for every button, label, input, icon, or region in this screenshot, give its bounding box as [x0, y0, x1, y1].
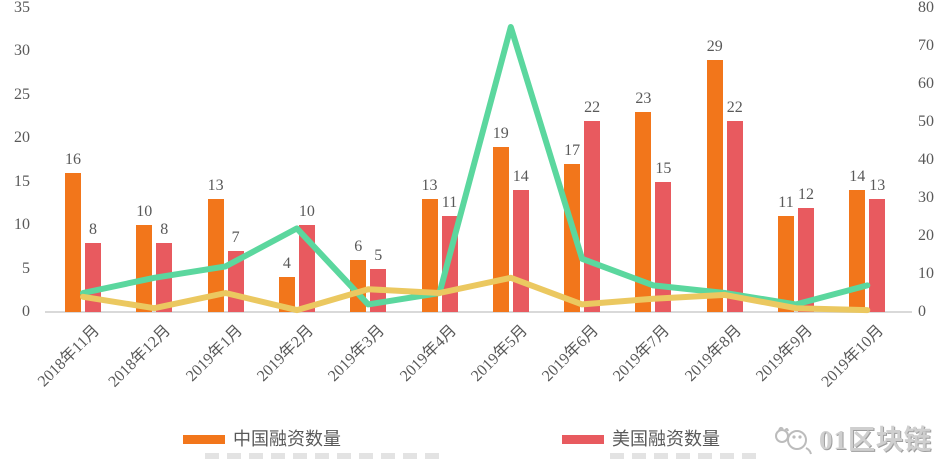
cropped-legend-text-left [205, 453, 440, 459]
bar-china [564, 164, 581, 312]
bar-china [136, 225, 153, 312]
left-axis-tick: 25 [14, 85, 30, 103]
bar-value-label: 13 [869, 177, 886, 195]
cropped-legend-text-right [610, 453, 760, 459]
line-series [80, 274, 871, 314]
left-axis-tick: 35 [14, 0, 30, 16]
bar-china [778, 216, 794, 312]
bar-usa [869, 199, 886, 312]
bar-china [706, 60, 723, 312]
left-axis-tick: 5 [22, 259, 30, 277]
x-axis-line [45, 311, 912, 313]
bar-china [278, 277, 295, 312]
bar-value-label: 23 [635, 90, 652, 108]
legend-swatch-usa [562, 434, 604, 444]
bar-value-label: 8 [160, 220, 169, 238]
left-axis-tick: 20 [14, 129, 30, 147]
legend-label-usa: 美国融资数量 [612, 429, 720, 449]
bar-value-label: 22 [726, 98, 743, 116]
bar-china [849, 190, 866, 312]
bar-value-label: 19 [492, 124, 509, 142]
bar-value-label: 10 [298, 203, 315, 221]
left-axis-tick: 0 [22, 303, 30, 320]
bar-usa [798, 207, 814, 312]
legend-label-china: 中国融资数量 [233, 429, 341, 449]
legend-swatch-china [183, 434, 225, 444]
bar-value-label: 11 [441, 194, 458, 212]
bar-value-label: 13 [421, 177, 438, 195]
right-axis-tick: 50 [918, 113, 934, 130]
right-axis-tick: 0 [918, 303, 926, 320]
right-axis-tick: 80 [918, 0, 934, 16]
left-axis-tick: 30 [14, 42, 30, 60]
bar-usa [726, 120, 743, 312]
bar-value-label: 5 [374, 246, 383, 264]
bar-value-label: 14 [849, 168, 866, 186]
bar-value-label: 29 [706, 38, 723, 56]
bar-value-label: 17 [564, 142, 581, 160]
legend-item-usa: 美国融资数量 [562, 428, 720, 450]
bar-china [492, 146, 509, 312]
bar-china [65, 173, 81, 312]
bar-value-label: 15 [655, 159, 672, 177]
bar-value-label: 4 [282, 255, 291, 273]
bar-value-label: 14 [512, 168, 529, 186]
bar-usa [655, 181, 672, 312]
brand-watermark: 01区块链 [773, 424, 932, 456]
legend-item-china: 中国融资数量 [183, 428, 341, 450]
bar-value-label: 22 [584, 98, 601, 116]
bar-value-label: 6 [354, 237, 363, 255]
left-axis-tick: 15 [14, 172, 30, 190]
bar-value-label: 10 [136, 203, 153, 221]
line-series [80, 24, 871, 308]
bar-china [207, 199, 224, 312]
bar-china [421, 199, 438, 312]
right-axis-tick: 10 [918, 265, 934, 282]
bar-value-label: 8 [89, 220, 97, 238]
bar-value-label: 12 [798, 185, 814, 203]
right-axis-tick: 40 [918, 151, 934, 168]
bar-china [635, 112, 652, 312]
brand-logo-icon [775, 426, 812, 455]
right-axis-tick: 60 [918, 75, 934, 92]
right-axis-tick: 20 [918, 227, 934, 244]
bar-value-label: 16 [65, 151, 81, 169]
right-axis-tick: 30 [918, 189, 934, 206]
bar-value-label: 7 [231, 229, 240, 247]
bar-value-label: 11 [778, 194, 794, 212]
bar-value-label: 13 [207, 177, 224, 195]
left-axis-tick: 10 [14, 216, 30, 234]
right-axis-tick: 70 [918, 37, 934, 54]
brand-watermark-text: 01区块链 [819, 425, 932, 455]
